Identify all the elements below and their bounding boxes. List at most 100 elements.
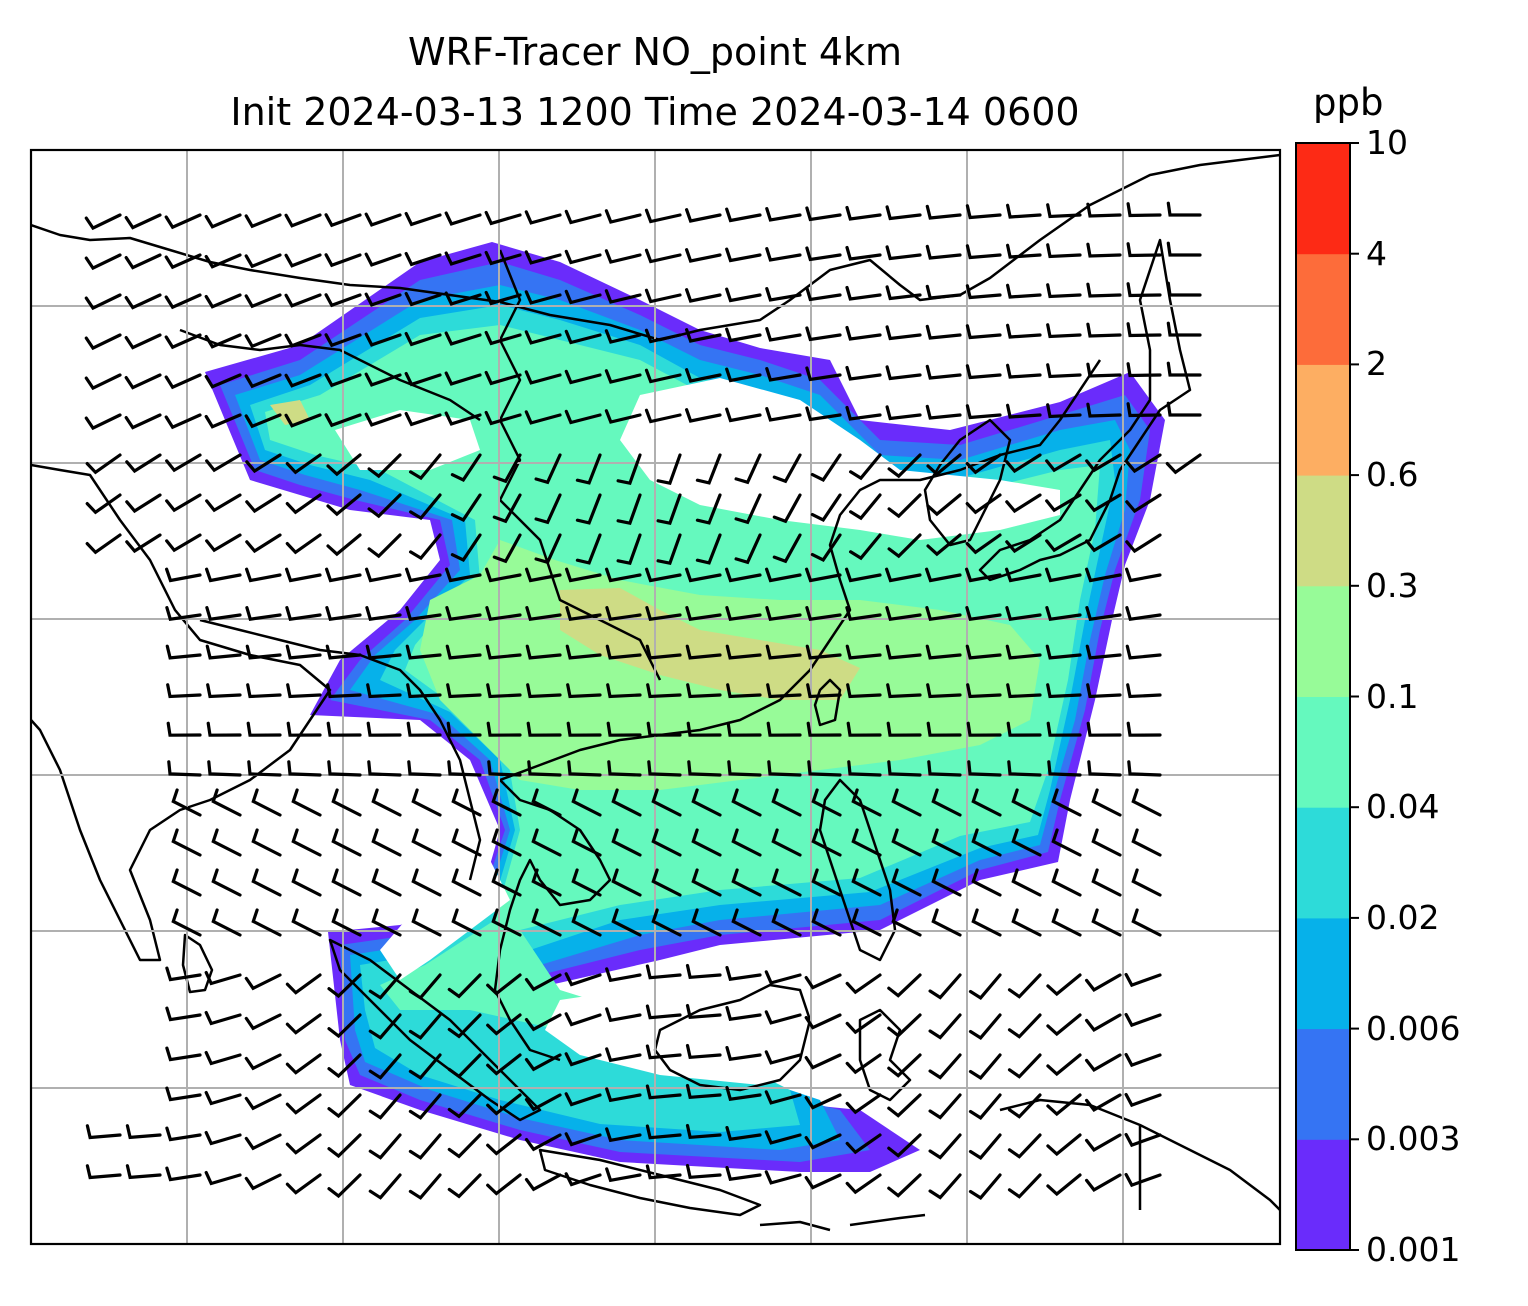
wind-barb bbox=[285, 453, 322, 475]
wind-barb bbox=[1091, 868, 1122, 897]
wind-barb bbox=[734, 493, 762, 525]
wind-barb bbox=[366, 683, 402, 699]
wind-barb bbox=[651, 908, 682, 937]
wind-barb bbox=[887, 973, 922, 998]
wind-barb bbox=[409, 453, 442, 481]
field-gap-south bbox=[545, 985, 870, 1085]
wind-barb bbox=[124, 333, 162, 350]
wind-barb bbox=[367, 760, 402, 777]
wind-barb bbox=[971, 908, 1002, 937]
wind-barb bbox=[526, 683, 562, 699]
wind-barb bbox=[204, 293, 242, 309]
wind-barb bbox=[524, 250, 562, 265]
wind-barb bbox=[845, 567, 882, 583]
wind-barb bbox=[1085, 1013, 1122, 1032]
wind-barb bbox=[484, 370, 522, 386]
wind-barb bbox=[968, 973, 1002, 1000]
wind-barb bbox=[125, 453, 162, 474]
wind-barb bbox=[1006, 203, 1042, 219]
wind-barb bbox=[1085, 453, 1122, 473]
wind-barb bbox=[1051, 908, 1082, 937]
wind-barb bbox=[365, 567, 402, 583]
wind-barb bbox=[604, 209, 642, 224]
wind-barb bbox=[811, 828, 842, 857]
wind-barb bbox=[85, 493, 122, 515]
wind-barb bbox=[965, 404, 1002, 420]
wind-barb bbox=[575, 453, 602, 485]
wind-barb bbox=[965, 606, 1002, 621]
wind-barb bbox=[367, 493, 402, 519]
wind-barb bbox=[1085, 1093, 1122, 1112]
wind-barb bbox=[204, 1131, 242, 1146]
wind-barb bbox=[1126, 683, 1162, 699]
wind-barb bbox=[685, 567, 722, 583]
wind-barb bbox=[450, 493, 482, 522]
wind-barb bbox=[764, 1130, 802, 1145]
wind-barb bbox=[524, 1053, 562, 1072]
wind-barb bbox=[531, 908, 562, 937]
colorbar-segment bbox=[1296, 1139, 1350, 1251]
wind-barb bbox=[811, 788, 842, 817]
wind-barb bbox=[84, 413, 122, 431]
wind-barb bbox=[205, 567, 242, 583]
wind-barb bbox=[1165, 453, 1202, 475]
wind-barb bbox=[1126, 242, 1162, 258]
wind-barb bbox=[644, 408, 682, 424]
wind-barb bbox=[486, 683, 522, 699]
wind-barb bbox=[211, 908, 242, 937]
wind-barb bbox=[368, 1133, 402, 1160]
wind-barb bbox=[725, 287, 762, 303]
wind-barb bbox=[325, 606, 362, 621]
wind-barb bbox=[1051, 788, 1082, 817]
colorbar-segment bbox=[1296, 475, 1350, 587]
wind-barb bbox=[605, 1167, 642, 1183]
wind-barb bbox=[731, 788, 762, 817]
wind-barb bbox=[771, 788, 802, 817]
wind-barb bbox=[564, 1012, 602, 1027]
colorbar-tick-label: 0.006 bbox=[1366, 1008, 1461, 1048]
wind-barb bbox=[1086, 322, 1122, 338]
wind-barb bbox=[1125, 533, 1162, 554]
wind-barb bbox=[734, 533, 762, 565]
wind-barb bbox=[124, 413, 162, 430]
wind-barb bbox=[1166, 321, 1202, 337]
wind-barb bbox=[244, 253, 282, 269]
wind-barb bbox=[765, 247, 802, 262]
wind-barb bbox=[285, 606, 322, 621]
wind-barb bbox=[244, 1133, 282, 1151]
wind-barb bbox=[764, 1170, 802, 1185]
wind-barb bbox=[406, 683, 442, 699]
wind-barb bbox=[564, 209, 602, 225]
chart-title-line1: WRF-Tracer NO_point 4km bbox=[407, 30, 903, 74]
wind-barb bbox=[1085, 644, 1122, 660]
wind-barb bbox=[891, 788, 922, 817]
wind-barb bbox=[164, 253, 202, 270]
wind-barb bbox=[284, 413, 322, 428]
wind-barb bbox=[564, 972, 602, 987]
wind-barb bbox=[771, 908, 802, 937]
wind-barb bbox=[571, 868, 602, 897]
wind-barb bbox=[124, 293, 162, 310]
wind-barb bbox=[411, 868, 442, 897]
wind-barb bbox=[731, 868, 762, 897]
wind-barb bbox=[805, 206, 842, 222]
colorbar-tick-label: 0.04 bbox=[1366, 787, 1440, 827]
wind-barb bbox=[1124, 1092, 1162, 1108]
wind-barb bbox=[565, 644, 602, 660]
wind-barb bbox=[287, 760, 322, 777]
wind-barb bbox=[284, 373, 322, 388]
wind-barb bbox=[487, 760, 522, 777]
wind-barb bbox=[725, 367, 762, 383]
wind-barb bbox=[656, 493, 682, 526]
wind-barb bbox=[926, 493, 962, 517]
wind-barb bbox=[164, 373, 202, 390]
wind-barb bbox=[1126, 322, 1162, 338]
wind-barb bbox=[804, 1053, 842, 1070]
wind-barb bbox=[925, 644, 962, 660]
wind-barb bbox=[245, 567, 282, 583]
wind-barb bbox=[204, 333, 242, 349]
wind-barb bbox=[1126, 362, 1162, 378]
wind-barb bbox=[368, 1053, 402, 1080]
wind-barb bbox=[165, 1006, 202, 1022]
wind-barb bbox=[925, 606, 962, 621]
